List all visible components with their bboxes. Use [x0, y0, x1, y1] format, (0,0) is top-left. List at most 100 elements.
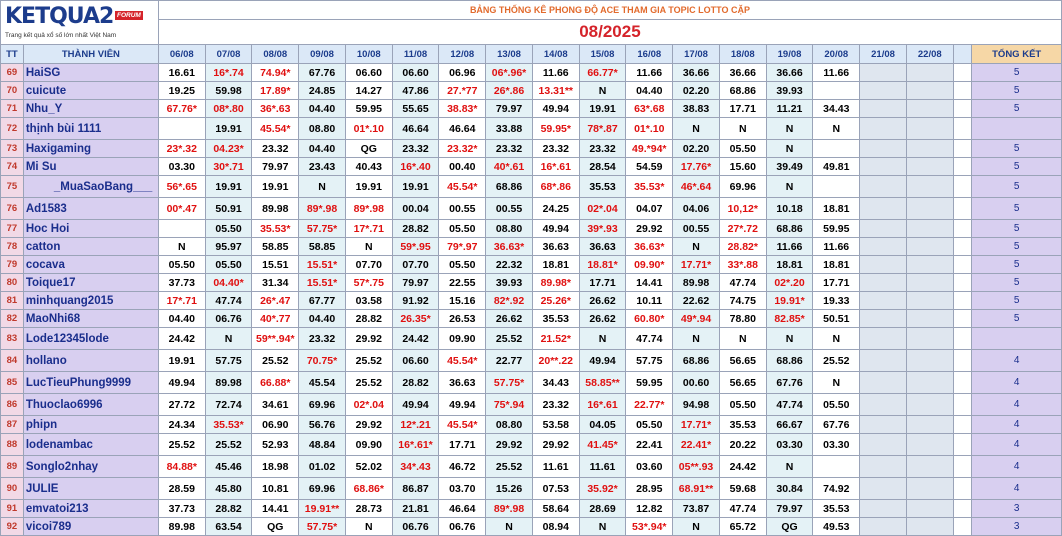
table-row: 82 MaoNhi68 04.40 06.76 40*.77 04.40 28.82 26.3… — [0, 309, 1062, 328]
value-cell: 89*.98 — [298, 197, 346, 220]
empty-cell — [905, 63, 954, 82]
row-number: 75 — [0, 175, 24, 198]
value-cell: 03.30 — [812, 433, 861, 456]
row-number: 77 — [0, 219, 24, 238]
member-name: Toique17 — [22, 273, 159, 292]
member-name: LucTieuPhung9999 — [22, 371, 159, 394]
value-cell: 89.98 — [251, 197, 300, 220]
value-cell: 05.50 — [812, 393, 861, 416]
value-cell: 66.67 — [765, 415, 814, 434]
row-number: 74 — [0, 157, 24, 176]
row-number: 87 — [0, 415, 24, 434]
total-cell: 3 — [971, 517, 1062, 536]
member-name: Thuoclao6996 — [22, 393, 159, 416]
header-date: 09/08 — [298, 44, 346, 64]
empty-cell — [905, 219, 954, 238]
member-name: Hoc Hoi — [22, 219, 159, 238]
gap-cell — [952, 327, 973, 350]
table-row: 91 emvatoi213 37.73 28.82 14.41 19.91** 28.73 2… — [0, 499, 1062, 518]
value-cell: 82*.92 — [485, 291, 533, 310]
value-cell: 75*.94 — [485, 393, 533, 416]
value-cell: 50.51 — [812, 309, 861, 328]
empty-cell — [859, 219, 907, 238]
header-row: TT THÀNH VIÊN 06/08 07/08 08/08 09/08 10/08 11/… — [0, 44, 1062, 64]
value-cell: 28.69 — [578, 499, 627, 518]
value-cell: 41.45* — [578, 433, 627, 456]
gap-cell — [952, 197, 973, 220]
member-name: cocava — [22, 255, 159, 274]
total-cell: 5 — [971, 99, 1062, 118]
empty-cell — [859, 139, 907, 158]
row-number: 70 — [0, 81, 24, 100]
value-cell: 26*.47 — [251, 291, 300, 310]
value-cell: 82.85* — [765, 309, 814, 328]
value-cell: 08.80 — [485, 415, 533, 434]
row-number: 84 — [0, 349, 24, 372]
empty-cell — [905, 117, 954, 140]
value-cell: N — [672, 327, 720, 350]
member-name: Ad1583 — [22, 197, 159, 220]
member-name: thịnh bùi 1111 — [22, 117, 159, 140]
table-row: 74 Mi Su 03.30 30*.71 79.97 23.43 40.43 16*.40 0… — [0, 157, 1062, 176]
row-number: 88 — [0, 433, 24, 456]
header-date: 13/08 — [485, 44, 533, 64]
value-cell: 09.90* — [625, 255, 674, 274]
total-cell: 5 — [971, 63, 1062, 82]
empty-cell — [859, 371, 907, 394]
total-cell: 4 — [971, 349, 1062, 372]
value-cell: 04.07 — [625, 197, 674, 220]
value-cell: 59.95 — [812, 219, 861, 238]
gap-cell — [952, 157, 973, 176]
value-cell: 47.74 — [718, 273, 767, 292]
value-cell — [812, 455, 861, 478]
total-cell — [971, 327, 1062, 350]
value-cell: 19.91 — [578, 99, 627, 118]
value-cell: 23.32 — [531, 139, 580, 158]
value-cell: 10.11 — [625, 291, 674, 310]
gap-cell — [952, 415, 973, 434]
empty-cell — [859, 81, 907, 100]
value-cell: 16.61 — [157, 63, 206, 82]
value-cell: 11.66 — [625, 63, 674, 82]
value-cell: 22.55 — [438, 273, 487, 292]
value-cell: 68.86 — [485, 175, 533, 198]
value-cell: 22.77 — [485, 349, 533, 372]
value-cell: 45.54* — [438, 175, 487, 198]
value-cell: 23.32 — [298, 327, 346, 350]
value-cell: N — [578, 517, 627, 536]
value-cell: N — [578, 81, 627, 100]
table-row: 84 hollano 19.91 57.75 25.52 70.75* 25.52 06.60… — [0, 349, 1062, 372]
value-cell: 36.63 — [531, 237, 580, 256]
empty-cell — [905, 433, 954, 456]
gap-cell — [952, 455, 973, 478]
value-cell: 56.65 — [718, 371, 767, 394]
value-cell: 49*.94 — [672, 309, 720, 328]
empty-cell — [905, 139, 954, 158]
value-cell: 45.54* — [438, 349, 487, 372]
value-cell: 67.76 — [812, 415, 861, 434]
value-cell: 34.43 — [812, 99, 861, 118]
table-row: 71 Nhu_Y 67.76* 08*.80 36*.63 04.40 59.95 55.65… — [0, 99, 1062, 118]
value-cell: 13.31** — [531, 81, 580, 100]
header-date: 21/08 — [859, 44, 907, 64]
value-cell: 10,12* — [718, 197, 767, 220]
value-cell: 17.71 — [812, 273, 861, 292]
value-cell: 06.76 — [204, 309, 253, 328]
value-cell: 79.97 — [251, 157, 300, 176]
value-cell: 49.94 — [531, 99, 580, 118]
empty-cell — [905, 99, 954, 118]
value-cell: 68.86 — [672, 349, 720, 372]
value-cell: 19.91 — [251, 175, 300, 198]
value-cell: 79.97 — [765, 499, 814, 518]
empty-cell — [859, 309, 907, 328]
value-cell: 04.40 — [298, 309, 346, 328]
value-cell: 19.91* — [765, 291, 814, 310]
value-cell: 29.92 — [625, 219, 674, 238]
value-cell: 59.95* — [531, 117, 580, 140]
member-name: Mi Su — [22, 157, 159, 176]
value-cell: 22.77* — [625, 393, 674, 416]
value-cell: 35.53* — [625, 175, 674, 198]
value-cell: 24.42 — [718, 455, 767, 478]
value-cell: 67.76 — [298, 63, 346, 82]
gap-cell — [952, 309, 973, 328]
